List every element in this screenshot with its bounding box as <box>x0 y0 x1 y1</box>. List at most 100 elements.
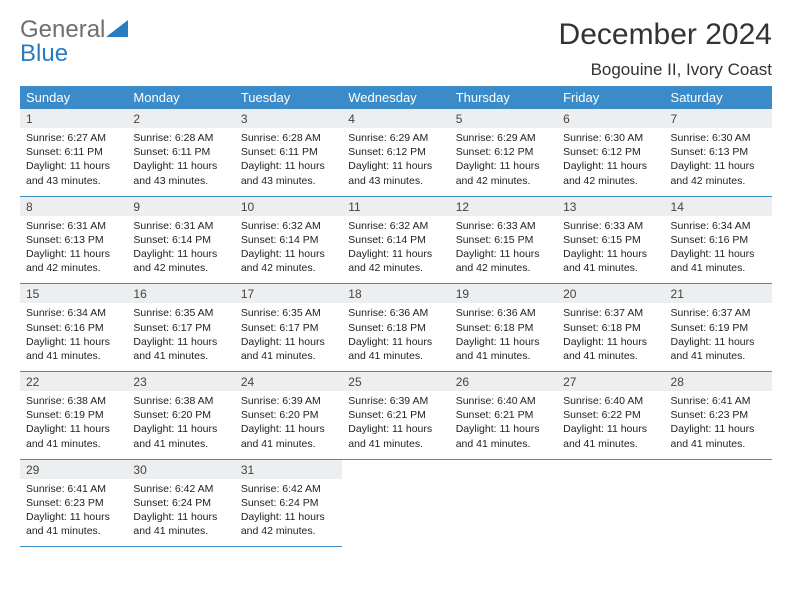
weekday-header: Friday <box>557 86 664 109</box>
day-number: 18 <box>342 284 449 303</box>
day-cell: 13Sunrise: 6:33 AMSunset: 6:15 PMDayligh… <box>557 196 664 284</box>
day-number: 12 <box>450 197 557 216</box>
day-details: Sunrise: 6:37 AMSunset: 6:18 PMDaylight:… <box>557 303 664 371</box>
day-details: Sunrise: 6:30 AMSunset: 6:12 PMDaylight:… <box>557 128 664 196</box>
day-number: 19 <box>450 284 557 303</box>
weekday-header: Monday <box>127 86 234 109</box>
day-cell <box>342 459 449 547</box>
brand-part1: General <box>20 16 105 43</box>
day-details: Sunrise: 6:33 AMSunset: 6:15 PMDaylight:… <box>450 216 557 284</box>
day-cell: 19Sunrise: 6:36 AMSunset: 6:18 PMDayligh… <box>450 284 557 372</box>
day-details: Sunrise: 6:39 AMSunset: 6:20 PMDaylight:… <box>235 391 342 459</box>
day-details: Sunrise: 6:32 AMSunset: 6:14 PMDaylight:… <box>342 216 449 284</box>
day-number: 25 <box>342 372 449 391</box>
brand-text: General Blue <box>20 18 128 66</box>
day-number: 17 <box>235 284 342 303</box>
day-cell: 1Sunrise: 6:27 AMSunset: 6:11 PMDaylight… <box>20 109 127 196</box>
day-details: Sunrise: 6:34 AMSunset: 6:16 PMDaylight:… <box>665 216 772 284</box>
week-row: 29Sunrise: 6:41 AMSunset: 6:23 PMDayligh… <box>20 459 772 547</box>
day-cell: 25Sunrise: 6:39 AMSunset: 6:21 PMDayligh… <box>342 372 449 460</box>
day-details: Sunrise: 6:41 AMSunset: 6:23 PMDaylight:… <box>665 391 772 459</box>
day-details: Sunrise: 6:42 AMSunset: 6:24 PMDaylight:… <box>235 479 342 547</box>
day-number: 13 <box>557 197 664 216</box>
day-cell: 6Sunrise: 6:30 AMSunset: 6:12 PMDaylight… <box>557 109 664 196</box>
weekday-header: Saturday <box>665 86 772 109</box>
calendar-table: SundayMondayTuesdayWednesdayThursdayFrid… <box>20 86 772 547</box>
day-details: Sunrise: 6:39 AMSunset: 6:21 PMDaylight:… <box>342 391 449 459</box>
day-details: Sunrise: 6:36 AMSunset: 6:18 PMDaylight:… <box>342 303 449 371</box>
day-number: 31 <box>235 460 342 479</box>
day-cell: 23Sunrise: 6:38 AMSunset: 6:20 PMDayligh… <box>127 372 234 460</box>
day-cell: 28Sunrise: 6:41 AMSunset: 6:23 PMDayligh… <box>665 372 772 460</box>
day-details: Sunrise: 6:34 AMSunset: 6:16 PMDaylight:… <box>20 303 127 371</box>
day-cell: 24Sunrise: 6:39 AMSunset: 6:20 PMDayligh… <box>235 372 342 460</box>
day-details: Sunrise: 6:28 AMSunset: 6:11 PMDaylight:… <box>127 128 234 196</box>
calendar-page: General Blue December 2024 Bogouine II, … <box>0 0 792 557</box>
day-cell: 31Sunrise: 6:42 AMSunset: 6:24 PMDayligh… <box>235 459 342 547</box>
day-cell <box>665 459 772 547</box>
day-cell: 14Sunrise: 6:34 AMSunset: 6:16 PMDayligh… <box>665 196 772 284</box>
triangle-icon <box>106 20 128 37</box>
day-cell: 26Sunrise: 6:40 AMSunset: 6:21 PMDayligh… <box>450 372 557 460</box>
day-number: 11 <box>342 197 449 216</box>
day-number: 26 <box>450 372 557 391</box>
day-cell <box>450 459 557 547</box>
day-number: 22 <box>20 372 127 391</box>
day-cell: 29Sunrise: 6:41 AMSunset: 6:23 PMDayligh… <box>20 459 127 547</box>
day-details: Sunrise: 6:31 AMSunset: 6:14 PMDaylight:… <box>127 216 234 284</box>
day-cell: 12Sunrise: 6:33 AMSunset: 6:15 PMDayligh… <box>450 196 557 284</box>
month-title: December 2024 <box>559 18 772 52</box>
day-cell <box>557 459 664 547</box>
day-number: 30 <box>127 460 234 479</box>
day-cell: 9Sunrise: 6:31 AMSunset: 6:14 PMDaylight… <box>127 196 234 284</box>
week-row: 22Sunrise: 6:38 AMSunset: 6:19 PMDayligh… <box>20 372 772 460</box>
day-details: Sunrise: 6:38 AMSunset: 6:19 PMDaylight:… <box>20 391 127 459</box>
day-number: 9 <box>127 197 234 216</box>
day-cell: 7Sunrise: 6:30 AMSunset: 6:13 PMDaylight… <box>665 109 772 196</box>
day-details: Sunrise: 6:33 AMSunset: 6:15 PMDaylight:… <box>557 216 664 284</box>
day-cell: 10Sunrise: 6:32 AMSunset: 6:14 PMDayligh… <box>235 196 342 284</box>
day-number: 7 <box>665 109 772 128</box>
weekday-header: Thursday <box>450 86 557 109</box>
day-cell: 3Sunrise: 6:28 AMSunset: 6:11 PMDaylight… <box>235 109 342 196</box>
day-cell: 17Sunrise: 6:35 AMSunset: 6:17 PMDayligh… <box>235 284 342 372</box>
brand-logo: General Blue <box>20 18 128 66</box>
day-number: 29 <box>20 460 127 479</box>
day-number: 28 <box>665 372 772 391</box>
weekday-header-row: SundayMondayTuesdayWednesdayThursdayFrid… <box>20 86 772 109</box>
day-details: Sunrise: 6:42 AMSunset: 6:24 PMDaylight:… <box>127 479 234 547</box>
day-cell: 8Sunrise: 6:31 AMSunset: 6:13 PMDaylight… <box>20 196 127 284</box>
day-cell: 16Sunrise: 6:35 AMSunset: 6:17 PMDayligh… <box>127 284 234 372</box>
week-row: 1Sunrise: 6:27 AMSunset: 6:11 PMDaylight… <box>20 109 772 196</box>
day-number: 21 <box>665 284 772 303</box>
day-cell: 5Sunrise: 6:29 AMSunset: 6:12 PMDaylight… <box>450 109 557 196</box>
brand-part2: Blue <box>20 40 68 67</box>
location-label: Bogouine II, Ivory Coast <box>559 60 772 80</box>
day-cell: 27Sunrise: 6:40 AMSunset: 6:22 PMDayligh… <box>557 372 664 460</box>
day-details: Sunrise: 6:27 AMSunset: 6:11 PMDaylight:… <box>20 128 127 196</box>
weekday-header: Wednesday <box>342 86 449 109</box>
day-number: 27 <box>557 372 664 391</box>
day-details: Sunrise: 6:29 AMSunset: 6:12 PMDaylight:… <box>450 128 557 196</box>
day-number: 16 <box>127 284 234 303</box>
week-row: 8Sunrise: 6:31 AMSunset: 6:13 PMDaylight… <box>20 196 772 284</box>
day-cell: 30Sunrise: 6:42 AMSunset: 6:24 PMDayligh… <box>127 459 234 547</box>
week-row: 15Sunrise: 6:34 AMSunset: 6:16 PMDayligh… <box>20 284 772 372</box>
day-details: Sunrise: 6:35 AMSunset: 6:17 PMDaylight:… <box>235 303 342 371</box>
day-number: 2 <box>127 109 234 128</box>
day-number: 3 <box>235 109 342 128</box>
day-details: Sunrise: 6:30 AMSunset: 6:13 PMDaylight:… <box>665 128 772 196</box>
day-number: 14 <box>665 197 772 216</box>
day-number: 20 <box>557 284 664 303</box>
title-block: December 2024 Bogouine II, Ivory Coast <box>559 18 772 80</box>
day-details: Sunrise: 6:38 AMSunset: 6:20 PMDaylight:… <box>127 391 234 459</box>
day-number: 15 <box>20 284 127 303</box>
day-number: 24 <box>235 372 342 391</box>
day-cell: 4Sunrise: 6:29 AMSunset: 6:12 PMDaylight… <box>342 109 449 196</box>
day-cell: 15Sunrise: 6:34 AMSunset: 6:16 PMDayligh… <box>20 284 127 372</box>
day-cell: 21Sunrise: 6:37 AMSunset: 6:19 PMDayligh… <box>665 284 772 372</box>
day-number: 5 <box>450 109 557 128</box>
day-number: 4 <box>342 109 449 128</box>
day-cell: 18Sunrise: 6:36 AMSunset: 6:18 PMDayligh… <box>342 284 449 372</box>
day-cell: 2Sunrise: 6:28 AMSunset: 6:11 PMDaylight… <box>127 109 234 196</box>
